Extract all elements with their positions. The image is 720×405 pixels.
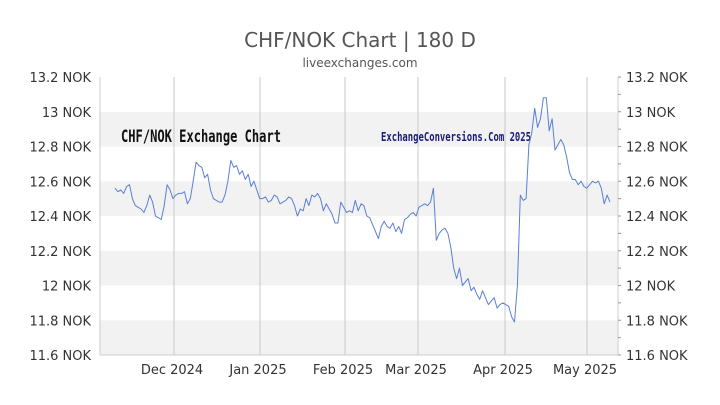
- y-tick-label-left: 13.2 NOK: [29, 71, 91, 86]
- y-axis-right-labels: 11.6 NOK 11.8 NOK 12 NOK 12.2 NOK 12.4 NOK 12…: [626, 71, 688, 364]
- grid-band: [100, 216, 618, 251]
- x-tick-label: Jan 2025: [228, 363, 286, 378]
- y-tick-label-right: 12.4 NOK: [626, 210, 688, 225]
- y-tick-label-right: 13.2 NOK: [626, 71, 688, 86]
- y-tick-label-left: 11.8 NOK: [29, 314, 91, 329]
- grid-band: [100, 146, 618, 182]
- y-tick-label-left: 12.4 NOK: [29, 210, 91, 225]
- chart-axes: [99, 76, 621, 356]
- y-tick-label-left: 12.8 NOK: [29, 141, 91, 156]
- y-tick-label-right: 11.6 NOK: [626, 349, 688, 364]
- y-tick-label-left: 11.6 NOK: [29, 349, 91, 364]
- y-tick-label-left: 12.6 NOK: [29, 175, 91, 190]
- y-tick-label-right: 12.8 NOK: [626, 141, 688, 156]
- grid-band: [100, 111, 618, 147]
- x-tick-label: May 2025: [553, 363, 617, 378]
- y-tick-label-right: 12.2 NOK: [626, 245, 688, 260]
- y-tick-label-right: 12 NOK: [626, 280, 676, 295]
- grid-band: [100, 77, 618, 112]
- grid-band: [100, 285, 618, 321]
- grid-band: [100, 250, 618, 286]
- watermark-chart-name: CHF/NOK Exchange Chart: [121, 127, 281, 147]
- y-tick-label-right: 12.6 NOK: [626, 175, 688, 190]
- series-line: [114, 97, 611, 323]
- x-tick-label: Apr 2025: [473, 363, 533, 378]
- x-tick-label: Dec 2024: [141, 363, 203, 378]
- y-axis-left-labels: 11.6 NOK 11.8 NOK 12 NOK 12.2 NOK 12.4 NOK 12…: [29, 71, 91, 364]
- grid-band: [100, 181, 618, 216]
- y-tick-label-left: 12.2 NOK: [29, 245, 91, 260]
- chart-title: CHF/NOK Chart | 180 D: [244, 28, 476, 52]
- x-axis-labels: Dec 2024 Jan 2025 Feb 2025 Mar 2025 Apr 2025…: [141, 363, 617, 378]
- vertical-gridlines: [173, 77, 588, 355]
- grid-band: [100, 320, 618, 355]
- y-tick-label-right: 13 NOK: [626, 106, 676, 121]
- y-tick-label-left: 12 NOK: [42, 280, 92, 295]
- chart-subtitle: liveexchanges.com: [302, 56, 417, 70]
- y-tick-label-left: 13 NOK: [42, 106, 92, 121]
- x-tick-label: Feb 2025: [313, 363, 373, 378]
- x-tick-label: Mar 2025: [385, 363, 447, 378]
- watermark-site-name: ExchangeConversions.Com 2025: [381, 130, 531, 144]
- y-tick-label-right: 11.8 NOK: [626, 314, 688, 329]
